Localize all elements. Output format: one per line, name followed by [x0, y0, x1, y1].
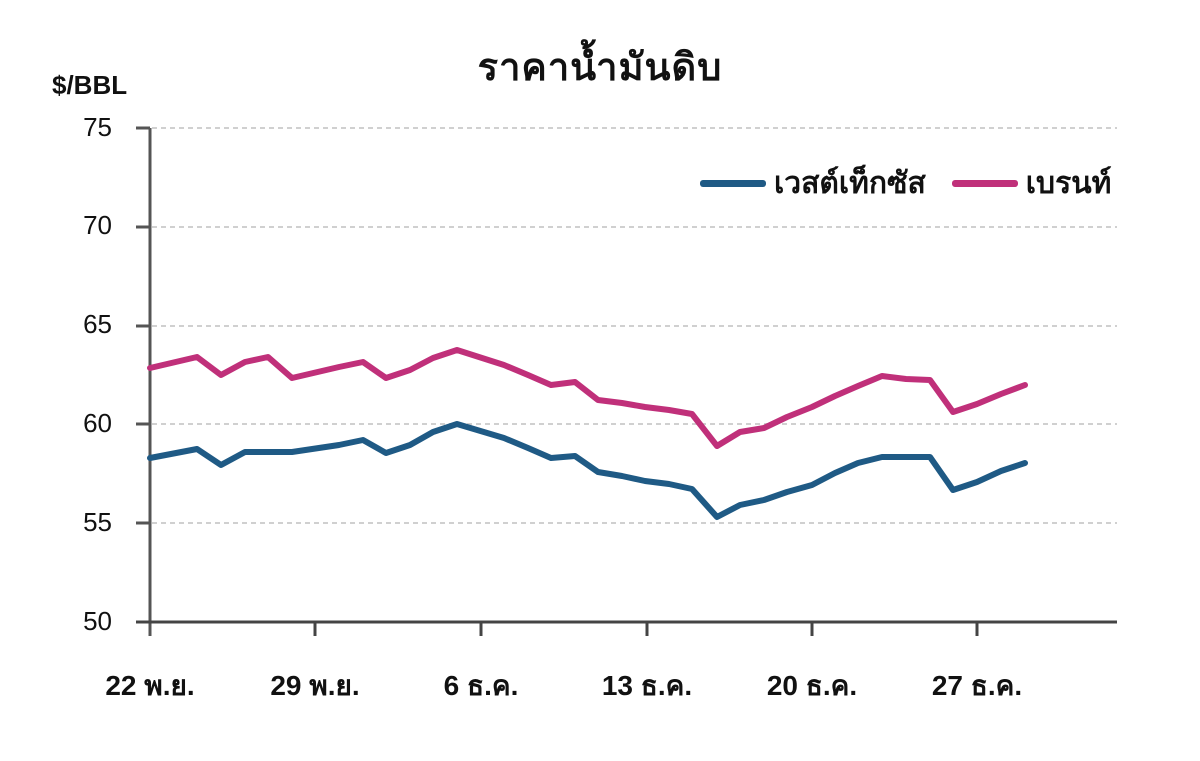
x-tick-27-dec: 27 ธ.ค.	[931, 670, 1023, 701]
y-tick-60: 60	[83, 408, 112, 438]
x-tick-22-nov: 22 พ.ย.	[105, 670, 195, 701]
legend-label-wti: เวสต์เท็กซัส	[774, 167, 926, 200]
x-tick-20-dec: 20 ธ.ค.	[766, 670, 858, 701]
y-tick-50: 50	[83, 606, 112, 636]
y-axis	[136, 126, 152, 636]
y-tick-70: 70	[83, 210, 112, 240]
series-line-wti	[147, 421, 1028, 520]
x-tick-6-dec: 6 ธ.ค.	[443, 670, 519, 701]
legend-label-brent: เบรนท์	[1025, 167, 1112, 200]
gridlines	[152, 127, 1117, 524]
x-axis	[136, 620, 1117, 636]
y-tick-65: 65	[83, 309, 112, 339]
legend: เวสต์เท็กซัส เบรนท์	[700, 160, 1137, 207]
x-tick-13-dec: 13 ธ.ค.	[601, 670, 693, 701]
legend-swatch-wti	[700, 180, 766, 187]
y-axis-unit-label: $/BBL	[52, 70, 128, 100]
legend-item-wti: เวสต์เท็กซัส	[700, 160, 926, 207]
y-tick-75: 75	[83, 112, 112, 142]
y-tick-55: 55	[83, 507, 112, 537]
legend-swatch-brent	[951, 180, 1018, 187]
legend-item-brent: เบรนท์	[951, 160, 1112, 207]
chart-title: ราคาน้ำมันดิบ	[477, 47, 723, 89]
series-line-brent	[147, 347, 1028, 449]
x-tick-29-nov: 29 พ.ย.	[270, 670, 360, 701]
